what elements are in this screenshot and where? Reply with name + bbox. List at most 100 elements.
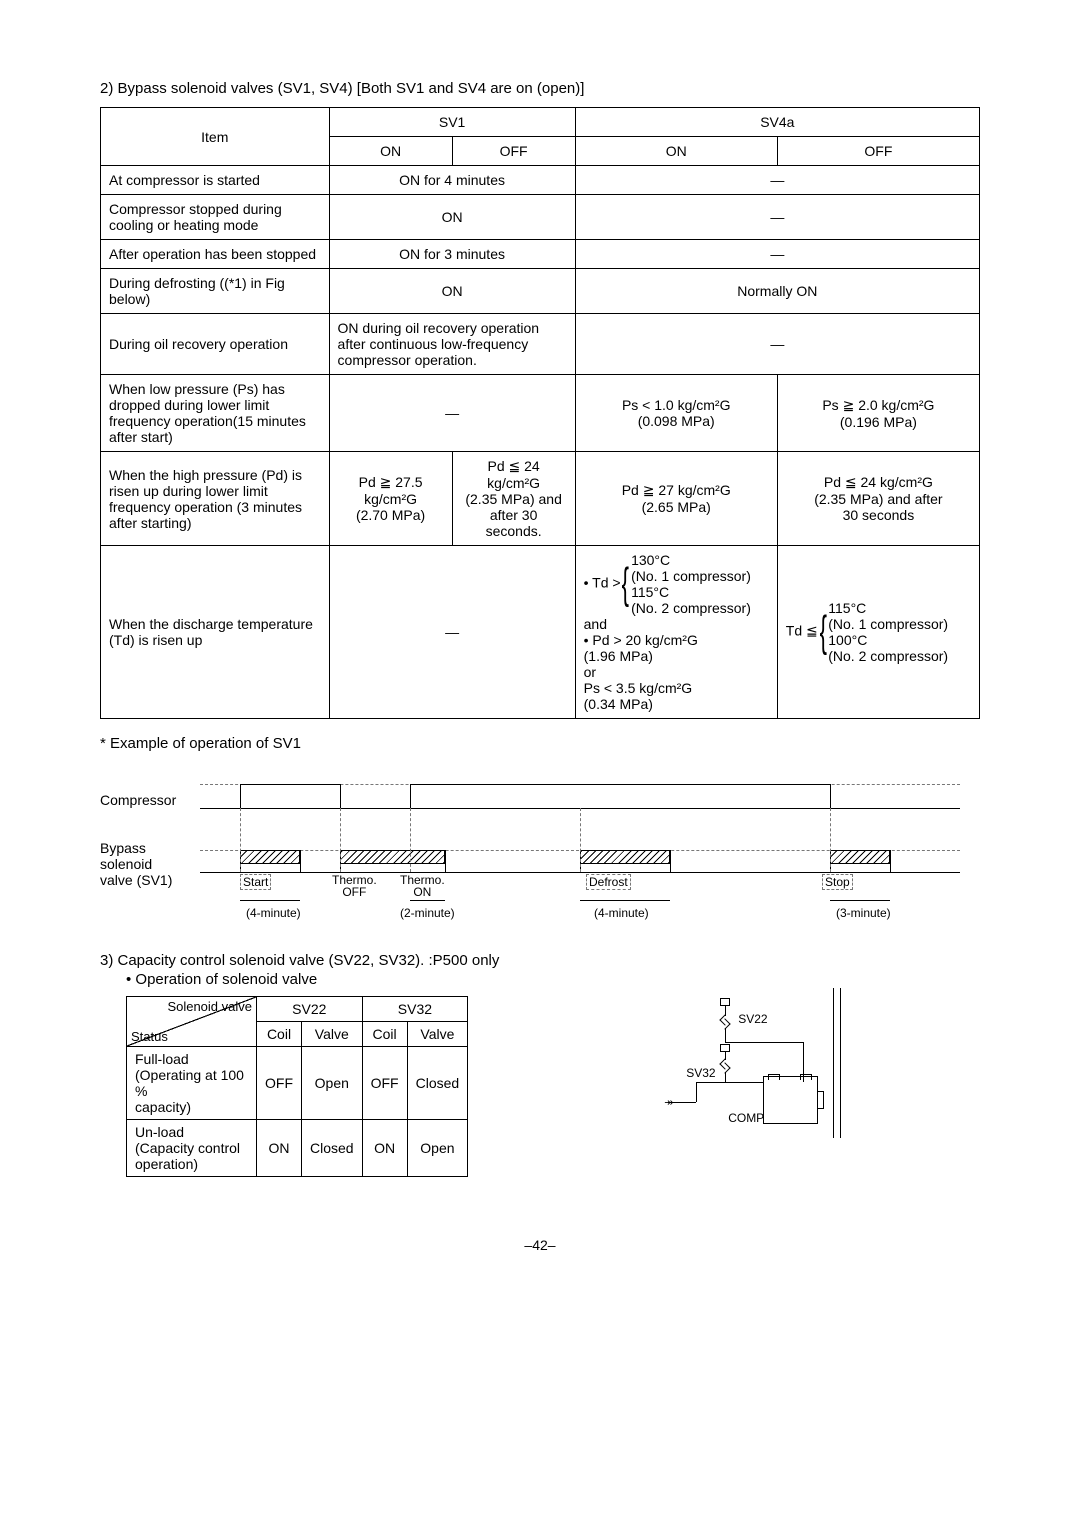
- cell-value: ON for 3 minutes: [329, 240, 575, 269]
- stub-icon: [720, 998, 730, 1006]
- section2-title: 2) Bypass solenoid valves (SV1, SV4) [Bo…: [100, 80, 980, 97]
- stub-icon: [818, 1091, 824, 1109]
- circuit-diagram: SV22 SV32 COMP ↠: [668, 996, 848, 1176]
- edge-line: [670, 850, 671, 872]
- section3-sub: • Operation of solenoid valve: [126, 971, 980, 988]
- row-label: During oil recovery operation: [101, 314, 330, 375]
- cell-value: • Td > { 130°C (No. 1 compressor) 115°C …: [575, 546, 777, 719]
- header-sv4a: SV4a: [575, 108, 979, 137]
- header-item: Item: [101, 108, 330, 166]
- dash-line: [410, 808, 411, 872]
- arrow-span: [580, 900, 670, 901]
- table-row: Item SV1 SV4a: [101, 108, 980, 137]
- subheader-off: OFF: [777, 137, 979, 166]
- table-row: Solenoid valve Status SV22 SV32: [127, 997, 468, 1022]
- cell-value: OFF: [362, 1047, 407, 1120]
- subheader-off: OFF: [452, 137, 575, 166]
- comp-box: [763, 1076, 818, 1124]
- edge-line: [830, 784, 831, 808]
- timing-duration: (4-minute): [246, 906, 301, 920]
- cell-value: OFF: [257, 1047, 302, 1120]
- cell-line: • Pd > 20 kg/cm²G (1.96 MPa): [584, 632, 769, 664]
- dash-line: [580, 808, 581, 872]
- brace-icon: {: [819, 611, 826, 653]
- timing-duration: (4-minute): [594, 906, 649, 920]
- cell-value: Pd ≦ 24 kg/cm²G (2.35 MPa) and after 30 …: [452, 452, 575, 546]
- cell-value: ON: [329, 269, 575, 314]
- label-bypass: Bypass solenoid valve (SV1): [100, 840, 172, 888]
- table-sv1-sv4: Item SV1 SV4a ON OFF ON OFF At compresso…: [100, 107, 980, 719]
- cell-value: ON during oil recovery operation after c…: [329, 314, 575, 375]
- cell-value: ON: [329, 195, 575, 240]
- section3-title: 3) Capacity control solenoid valve (SV22…: [100, 952, 980, 969]
- axis-line: [200, 872, 960, 873]
- cell-value: ON: [362, 1120, 407, 1177]
- edge-line: [300, 850, 301, 872]
- table-row: When the high pressure (Pd) is risen up …: [101, 452, 980, 546]
- table-row: Full-load (Operating at 100 % capacity) …: [127, 1047, 468, 1120]
- row-label: During defrosting ((*1) in Fig below): [101, 269, 330, 314]
- brace-item: 100°C (No. 2 compressor): [828, 632, 948, 664]
- subheader-valve: Valve: [407, 1022, 468, 1047]
- row-label: Un-load (Capacity control operation): [127, 1120, 257, 1177]
- hatch-block: [340, 850, 445, 864]
- timing-label-thermo-off: Thermo. OFF: [332, 874, 377, 898]
- label-sv22: SV22: [738, 1012, 767, 1026]
- pipe-line: [696, 1082, 697, 1102]
- cell-value: Closed: [302, 1120, 363, 1177]
- table-sv22-sv32: Solenoid valve Status SV22 SV32 Coil Val…: [126, 996, 468, 1177]
- cell-value: —: [575, 240, 979, 269]
- cell-value: Open: [302, 1047, 363, 1120]
- section3-body: Solenoid valve Status SV22 SV32 Coil Val…: [100, 996, 980, 1177]
- edge-line: [410, 784, 411, 808]
- timing-label-defrost: Defrost: [586, 874, 631, 890]
- hatch-block: [830, 850, 890, 864]
- subheader-coil: Coil: [257, 1022, 302, 1047]
- cell-value: Pd ≦ 24 kg/cm²G (2.35 MPa) and after 30 …: [777, 452, 979, 546]
- edge-line: [890, 850, 891, 872]
- brace-item: 130°C (No. 1 compressor): [631, 552, 751, 584]
- diagonal-header: Solenoid valve Status: [127, 997, 257, 1047]
- cell-value: ON for 4 minutes: [329, 166, 575, 195]
- cell-value: —: [575, 314, 979, 375]
- subheader-coil: Coil: [362, 1022, 407, 1047]
- hatch-block: [240, 850, 300, 864]
- timing-label-thermo-on: Thermo. ON: [400, 874, 445, 898]
- cell-value: —: [575, 166, 979, 195]
- table-row: After operation has been stopped ON for …: [101, 240, 980, 269]
- axis-line: [410, 784, 830, 785]
- timing-duration: (3-minute): [836, 906, 891, 920]
- arrow-icon: ↠: [664, 1096, 673, 1109]
- cell-value: Closed: [407, 1047, 468, 1120]
- brace-icon: {: [622, 563, 629, 605]
- example-caption: * Example of operation of SV1: [100, 735, 980, 752]
- guide-line: [833, 988, 834, 1138]
- subheader-on: ON: [575, 137, 777, 166]
- cell-value: —: [329, 375, 575, 452]
- pipe-line: [725, 1042, 803, 1043]
- row-label: When low pressure (Ps) has dropped durin…: [101, 375, 330, 452]
- cell-value: Ps ≧ 2.0 kg/cm²G (0.196 MPa): [777, 375, 979, 452]
- table-row: When low pressure (Ps) has dropped durin…: [101, 375, 980, 452]
- pipe-line: [725, 1082, 763, 1083]
- timing-duration: (2-minute): [400, 906, 455, 920]
- cell-line: Ps < 3.5 kg/cm²G (0.34 MPa): [584, 680, 769, 712]
- row-label: When the high pressure (Pd) is risen up …: [101, 452, 330, 546]
- pipe-line: [725, 1028, 726, 1042]
- edge-line: [240, 784, 241, 808]
- table-row: During defrosting ((*1) in Fig below) ON…: [101, 269, 980, 314]
- cell-value: Td ≦ { 115°C (No. 1 compressor) 100°C (N…: [777, 546, 979, 719]
- hatch-block: [580, 850, 670, 864]
- arrow-span: [240, 900, 300, 901]
- stub-icon: [768, 1074, 780, 1080]
- table-row: Un-load (Capacity control operation) ON …: [127, 1120, 468, 1177]
- label-comp: COMP: [728, 1111, 764, 1125]
- arrow-span: [410, 900, 445, 901]
- timing-label-start: Start: [240, 874, 271, 890]
- td-prefix: • Td >: [584, 575, 621, 591]
- row-label: After operation has been stopped: [101, 240, 330, 269]
- td-prefix: Td ≦: [786, 623, 818, 639]
- pipe-line: [725, 1072, 726, 1082]
- brace-item: 115°C (No. 1 compressor): [828, 600, 948, 632]
- header-sv32: SV32: [362, 997, 468, 1022]
